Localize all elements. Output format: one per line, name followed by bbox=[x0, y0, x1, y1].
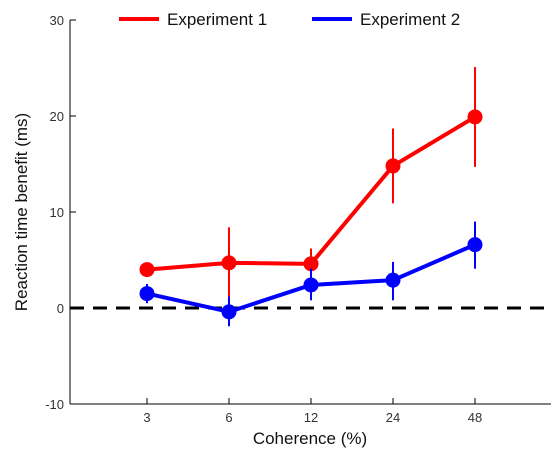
data-point bbox=[385, 158, 401, 174]
data-point bbox=[221, 255, 237, 271]
series-1 bbox=[139, 67, 483, 299]
x-tick-label: 6 bbox=[225, 410, 232, 425]
legend: Experiment 1 Experiment 2 bbox=[119, 10, 460, 29]
series-layer bbox=[139, 67, 483, 327]
y-tick-label: 0 bbox=[57, 301, 64, 316]
x-axis-label: Coherence (%) bbox=[253, 429, 367, 448]
x-tick-label: 24 bbox=[386, 410, 400, 425]
data-point bbox=[303, 277, 319, 293]
y-tick-label: 20 bbox=[50, 109, 64, 124]
data-point bbox=[221, 304, 237, 320]
legend-label-experiment-2: Experiment 2 bbox=[360, 10, 460, 29]
x-tick-label: 12 bbox=[304, 410, 318, 425]
data-point bbox=[303, 256, 319, 272]
data-point bbox=[385, 272, 401, 288]
x-tick-label: 3 bbox=[143, 410, 150, 425]
series-2 bbox=[139, 221, 483, 327]
y-axis-ticks: -10 0 10 20 30 bbox=[45, 13, 76, 412]
x-axis-ticks: 3 6 12 24 48 bbox=[143, 398, 482, 425]
data-point bbox=[467, 237, 483, 253]
y-tick-label: 10 bbox=[50, 205, 64, 220]
legend-label-experiment-1: Experiment 1 bbox=[167, 10, 267, 29]
data-point bbox=[467, 109, 483, 125]
y-axis-label: Reaction time benefit (ms) bbox=[12, 113, 31, 311]
y-tick-label: -10 bbox=[45, 397, 64, 412]
y-tick-label: 30 bbox=[50, 13, 64, 28]
data-point bbox=[139, 286, 155, 302]
x-tick-label: 48 bbox=[468, 410, 482, 425]
data-point bbox=[139, 262, 155, 278]
series-line bbox=[146, 115, 477, 272]
